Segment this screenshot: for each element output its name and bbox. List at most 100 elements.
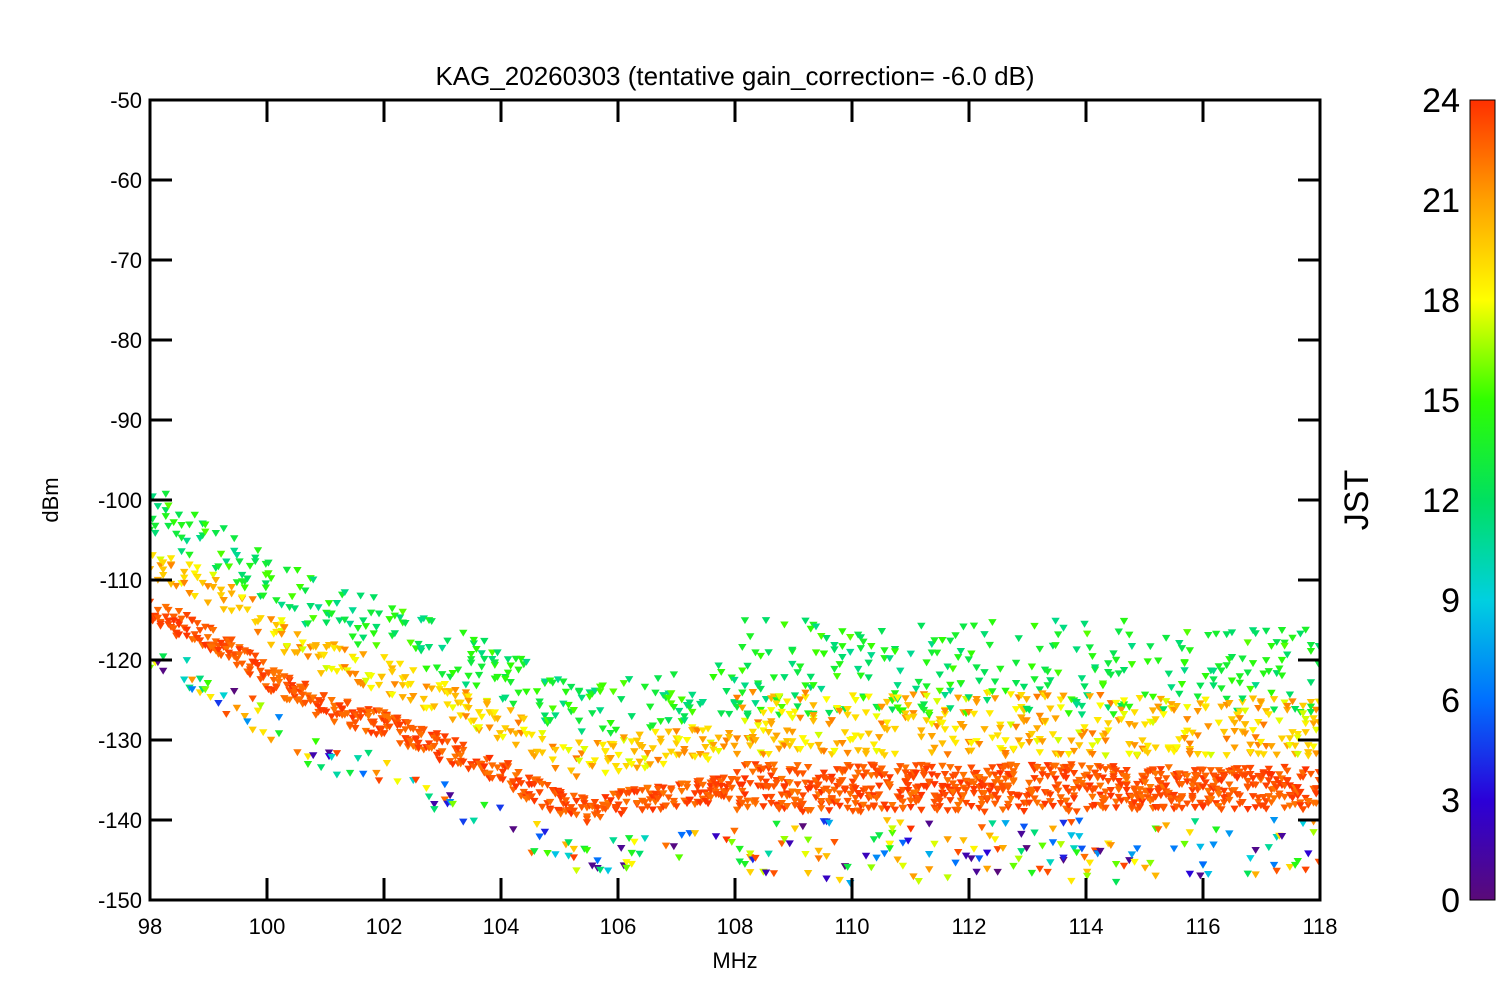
- noise-point: [727, 838, 736, 846]
- noise-point: [1275, 665, 1284, 673]
- noise-point: [909, 713, 918, 721]
- noise-point: [869, 802, 879, 810]
- noise-point: [830, 665, 839, 673]
- noise-point: [1035, 686, 1044, 694]
- noise-point: [293, 566, 302, 574]
- noise-point: [340, 616, 350, 624]
- noise-point: [551, 765, 560, 772]
- noise-point: [432, 736, 442, 744]
- noise-point: [977, 800, 987, 808]
- noise-point: [1111, 699, 1121, 707]
- noise-point: [803, 763, 813, 771]
- noise-point: [930, 840, 939, 848]
- noise-point: [311, 642, 321, 650]
- noise-point: [345, 769, 355, 777]
- noise-point: [1030, 829, 1039, 837]
- noise-point: [551, 851, 560, 859]
- axes-layer: 98 100 102 104 106 108 110 112 114 116 118-50-60-7…: [98, 88, 1338, 939]
- noise-point: [709, 674, 718, 681]
- noise-point: [359, 770, 368, 778]
- noise-point: [540, 828, 550, 836]
- noise-point: [680, 713, 689, 721]
- noise-point: [545, 798, 555, 806]
- noise-point: [672, 728, 681, 736]
- noise-point: [1048, 731, 1058, 739]
- noise-point: [614, 767, 623, 775]
- noise-point: [935, 803, 944, 811]
- noise-point: [903, 782, 913, 789]
- noise-point: [682, 736, 692, 744]
- noise-point: [1132, 780, 1142, 788]
- noise-point: [751, 797, 760, 805]
- noise-point: [303, 653, 313, 661]
- noise-point: [785, 710, 794, 718]
- noise-point: [1296, 802, 1305, 810]
- noise-point: [1161, 822, 1171, 830]
- noise-point: [1151, 716, 1160, 724]
- noise-point: [1290, 705, 1300, 713]
- noise-point: [272, 597, 281, 605]
- noise-point: [1125, 703, 1134, 711]
- noise-point: [1185, 829, 1195, 837]
- noise-point: [1188, 787, 1197, 795]
- noise-point: [422, 665, 431, 673]
- noise-point: [1048, 802, 1058, 810]
- noise-point: [588, 710, 597, 718]
- noise-point: [903, 787, 913, 794]
- noise-point: [588, 762, 597, 770]
- noise-point: [1164, 746, 1173, 754]
- noise-point: [380, 730, 389, 738]
- noise-point: [961, 852, 971, 860]
- noise-point: [909, 710, 918, 718]
- noise-point: [664, 794, 673, 802]
- noise-point: [514, 666, 523, 674]
- noise-point: [953, 787, 963, 794]
- noise-point: [893, 768, 902, 776]
- noise-point: [240, 713, 249, 720]
- noise-point: [985, 641, 994, 649]
- noise-point: [1101, 788, 1110, 796]
- noise-point: [717, 710, 726, 718]
- noise-point: [251, 554, 260, 562]
- noise-point: [880, 655, 889, 663]
- noise-point: [759, 709, 768, 717]
- noise-point: [751, 649, 760, 657]
- noise-point: [1127, 643, 1137, 650]
- noise-point: [1285, 735, 1295, 743]
- noise-point: [1259, 751, 1268, 759]
- noise-point: [1235, 715, 1245, 722]
- noise-point: [224, 654, 234, 662]
- noise-point: [809, 717, 818, 725]
- noise-point: [956, 797, 966, 805]
- noise-point: [946, 705, 955, 713]
- noise-point: [946, 764, 955, 772]
- noise-point: [1264, 711, 1274, 719]
- noise-point: [864, 804, 873, 812]
- noise-point: [927, 763, 937, 771]
- noise-point: [582, 847, 592, 855]
- noise-point: [514, 719, 523, 727]
- noise-point: [1080, 853, 1089, 861]
- noise-point: [645, 761, 655, 769]
- noise-point: [1077, 675, 1087, 683]
- noise-point: [1043, 682, 1052, 690]
- noise-point: [959, 623, 968, 631]
- noise-point: [564, 701, 573, 709]
- noise-point: [875, 832, 884, 840]
- noise-point: [1038, 766, 1047, 774]
- noise-point: [1156, 780, 1166, 788]
- noise-point: [946, 797, 955, 805]
- noise-point: [953, 765, 963, 773]
- noise-point: [785, 742, 794, 750]
- noise-point: [714, 734, 723, 742]
- noise-point: [1240, 765, 1250, 773]
- noise-point: [925, 778, 934, 786]
- noise-point: [293, 631, 302, 639]
- noise-point: [645, 703, 655, 711]
- noise-point: [406, 680, 415, 688]
- noise-point: [464, 693, 473, 701]
- noise-point: [1135, 804, 1145, 812]
- noise-point: [1017, 714, 1026, 722]
- noise-point: [1114, 793, 1123, 801]
- noise-point: [959, 837, 968, 845]
